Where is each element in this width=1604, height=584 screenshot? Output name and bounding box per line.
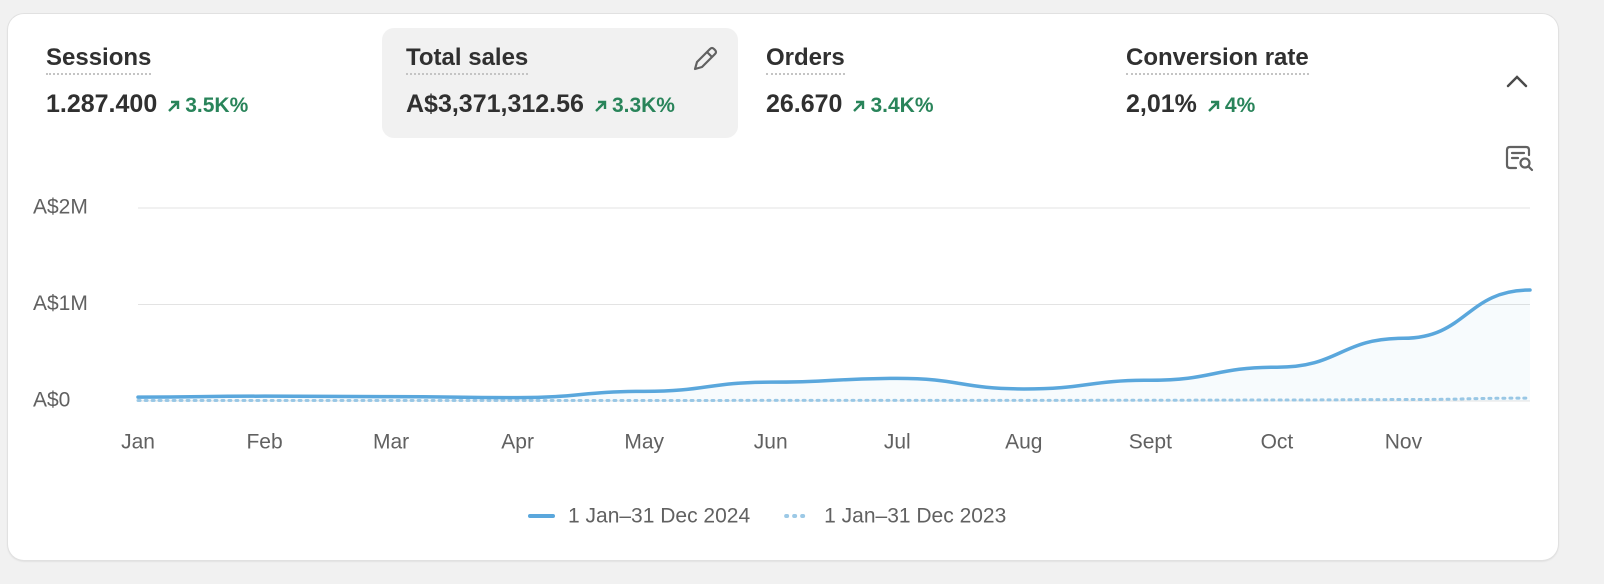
y-tick-label: A$0 bbox=[33, 389, 70, 412]
analyze-icon[interactable] bbox=[1502, 142, 1536, 174]
metric-tile[interactable]: Orders 26.670 3.4K% bbox=[742, 28, 1098, 138]
metric-label: Orders bbox=[766, 44, 845, 75]
x-tick-label: Nov bbox=[1385, 431, 1423, 454]
collapse-chevron[interactable] bbox=[1502, 70, 1532, 94]
x-tick-label: Jun bbox=[754, 431, 788, 454]
x-tick-label: Jul bbox=[884, 431, 911, 454]
metric-change: 4% bbox=[1207, 94, 1255, 117]
change-text: 3.4K% bbox=[870, 94, 934, 117]
x-tick-label: May bbox=[624, 431, 664, 454]
metric-number: 2,01% bbox=[1126, 90, 1197, 118]
x-tick-label: Oct bbox=[1261, 431, 1294, 454]
series-area bbox=[138, 290, 1530, 401]
metric-label: Conversion rate bbox=[1126, 44, 1309, 75]
up-arrow bbox=[595, 100, 607, 112]
metric-change: 3.3K% bbox=[594, 94, 675, 117]
up-arrow bbox=[853, 100, 865, 112]
metric-number: 1.287.400 bbox=[46, 90, 158, 118]
x-tick-label: Mar bbox=[373, 431, 409, 454]
series-line bbox=[136, 396, 1532, 403]
metric-tile[interactable]: Total sales A$3,371,312.56 3.3K% bbox=[382, 28, 738, 138]
metric-label: Sessions bbox=[46, 44, 152, 75]
metric-value: 1.287.400 3.5K% bbox=[46, 90, 248, 119]
up-arrow bbox=[1208, 100, 1220, 112]
legend-label: 1 Jan–31 Dec 2023 bbox=[824, 505, 1006, 528]
x-tick-label: Aug bbox=[1005, 431, 1042, 454]
change-text: 4% bbox=[1224, 94, 1256, 117]
metric-tile[interactable]: Conversion rate 2,01% 4% bbox=[1102, 28, 1458, 138]
change-text: 3.5K% bbox=[185, 94, 249, 117]
metric-change: 3.5K% bbox=[167, 94, 248, 117]
up-arrow bbox=[168, 100, 180, 112]
metric-value: A$3,371,312.56 3.3K% bbox=[406, 90, 675, 119]
metric-value: 2,01% 4% bbox=[1126, 90, 1255, 119]
x-tick-label: Jan bbox=[121, 431, 155, 454]
card bbox=[8, 14, 1558, 560]
x-tick-label: Feb bbox=[246, 431, 282, 454]
y-tick-label: A$2M bbox=[33, 196, 88, 219]
metric-tile[interactable]: Sessions 1.287.400 3.5K% bbox=[22, 28, 378, 138]
metric-number: 26.670 bbox=[766, 90, 843, 118]
y-tick-label: A$1M bbox=[33, 292, 88, 315]
x-tick-label: Sept bbox=[1129, 431, 1172, 454]
legend-label: 1 Jan–31 Dec 2024 bbox=[568, 505, 750, 528]
metric-change: 3.4K% bbox=[852, 94, 934, 117]
series-line bbox=[136, 288, 1532, 400]
metric-label: Total sales bbox=[406, 44, 529, 75]
change-text: 3.3K% bbox=[611, 94, 675, 117]
edit-icon[interactable] bbox=[690, 44, 720, 74]
metric-number: A$3,371,312.56 bbox=[406, 90, 584, 118]
metric-value: 26.670 3.4K% bbox=[766, 90, 934, 119]
x-tick-label: Apr bbox=[501, 431, 534, 454]
